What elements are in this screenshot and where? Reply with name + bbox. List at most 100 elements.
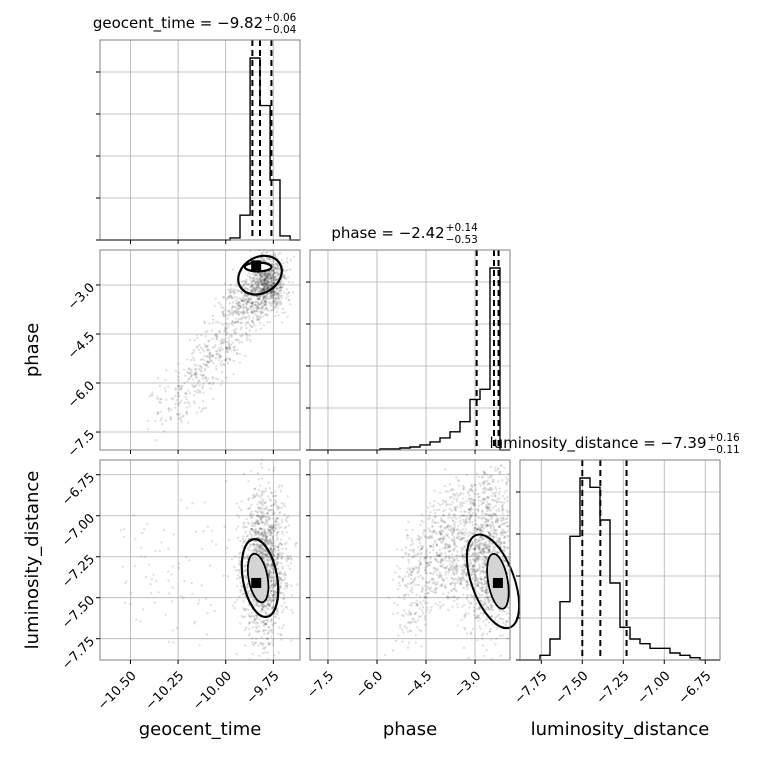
scatter-point — [254, 548, 258, 552]
scatter-point — [451, 571, 455, 574]
scatter-point — [270, 618, 274, 622]
scatter-point — [494, 490, 498, 494]
scatter-point — [270, 563, 274, 566]
scatter-point — [398, 584, 402, 587]
scatter-point — [255, 618, 258, 621]
scatter-point — [477, 492, 480, 495]
scatter-point — [261, 498, 265, 501]
scatter-point — [265, 302, 268, 305]
scatter-point — [250, 301, 253, 305]
scatter-point — [266, 286, 269, 289]
scatter-point — [227, 357, 231, 360]
scatter-point — [179, 412, 182, 416]
scatter-point — [478, 569, 481, 572]
scatter-point — [277, 295, 280, 299]
scatter-point — [455, 557, 459, 560]
scatter-point — [225, 346, 228, 350]
scatter-point — [267, 641, 270, 644]
scatter-point — [172, 641, 175, 644]
scatter-point — [270, 504, 273, 507]
scatter-point — [452, 578, 456, 582]
scatter-point — [288, 268, 292, 271]
scatter-point — [495, 509, 498, 512]
scatter-point — [476, 516, 479, 519]
scatter-point — [215, 365, 218, 368]
scatter-point — [279, 585, 282, 589]
scatter-point — [418, 538, 421, 541]
scatter-point — [413, 578, 416, 582]
scatter-point — [262, 278, 266, 281]
scatter-point — [432, 504, 436, 507]
scatter-point — [474, 570, 477, 573]
scatter-point — [267, 286, 270, 289]
scatter-point — [447, 569, 451, 572]
scatter-point — [478, 606, 482, 609]
scatter-point — [269, 600, 273, 603]
scatter-point — [488, 514, 492, 517]
scatter-point — [280, 294, 283, 298]
scatter-point — [281, 567, 285, 570]
scatter-point — [261, 283, 264, 286]
scatter-point — [254, 528, 257, 531]
scatter-point — [255, 546, 259, 550]
scatter-point — [423, 595, 426, 598]
scatter-point — [431, 518, 434, 522]
scatter-point — [271, 586, 274, 590]
scatter-point — [206, 611, 209, 615]
scatter-point — [481, 523, 485, 526]
scatter-point — [397, 634, 400, 637]
scatter-point — [467, 511, 470, 514]
scatter-point — [460, 578, 463, 582]
scatter-point — [482, 487, 485, 491]
scatter-point — [269, 291, 273, 294]
scatter-point — [269, 586, 272, 589]
scatter-point — [477, 620, 480, 623]
scatter-point — [440, 552, 444, 555]
scatter-point — [424, 560, 427, 564]
scatter-point — [251, 549, 254, 552]
scatter-point — [405, 586, 409, 589]
scatter-point — [490, 513, 493, 516]
scatter-point — [401, 577, 405, 581]
scatter-point — [122, 528, 126, 531]
scatter-point — [252, 543, 255, 546]
scatter-point — [469, 510, 472, 513]
scatter-point — [239, 590, 242, 593]
scatter-point — [240, 306, 243, 309]
scatter-point — [486, 547, 489, 550]
scatter-point — [405, 627, 408, 630]
scatter-point — [488, 533, 491, 536]
scatter-point — [286, 269, 289, 272]
scatter-point — [272, 269, 276, 273]
scatter-point — [417, 615, 421, 618]
scatter-point — [273, 512, 276, 515]
scatter-point — [275, 538, 279, 542]
scatter-point — [260, 300, 263, 303]
scatter-point — [273, 584, 276, 588]
scatter-point — [501, 634, 504, 637]
scatter-point — [248, 621, 251, 625]
scatter-point — [427, 561, 430, 565]
scatter-point — [265, 558, 268, 562]
scatter-point — [251, 524, 254, 527]
scatter-point — [268, 274, 271, 277]
scatter-point — [261, 287, 264, 290]
scatter-point — [484, 517, 487, 520]
scatter-point — [431, 525, 434, 528]
scatter-point — [267, 603, 270, 606]
scatter-point — [468, 497, 471, 500]
scatter-point — [231, 268, 235, 271]
scatter-point — [228, 334, 232, 337]
scatter-point — [190, 581, 193, 585]
scatter-point — [260, 252, 264, 255]
scatter-point — [503, 466, 506, 470]
scatter-point — [500, 501, 504, 504]
scatter-point — [434, 587, 438, 590]
scatter-point — [244, 530, 247, 534]
scatter-point — [257, 286, 260, 290]
scatter-point — [449, 582, 453, 585]
scatter-point — [270, 504, 273, 507]
scatter-point — [438, 571, 442, 574]
scatter-point — [268, 270, 271, 273]
scatter-point — [236, 303, 239, 306]
